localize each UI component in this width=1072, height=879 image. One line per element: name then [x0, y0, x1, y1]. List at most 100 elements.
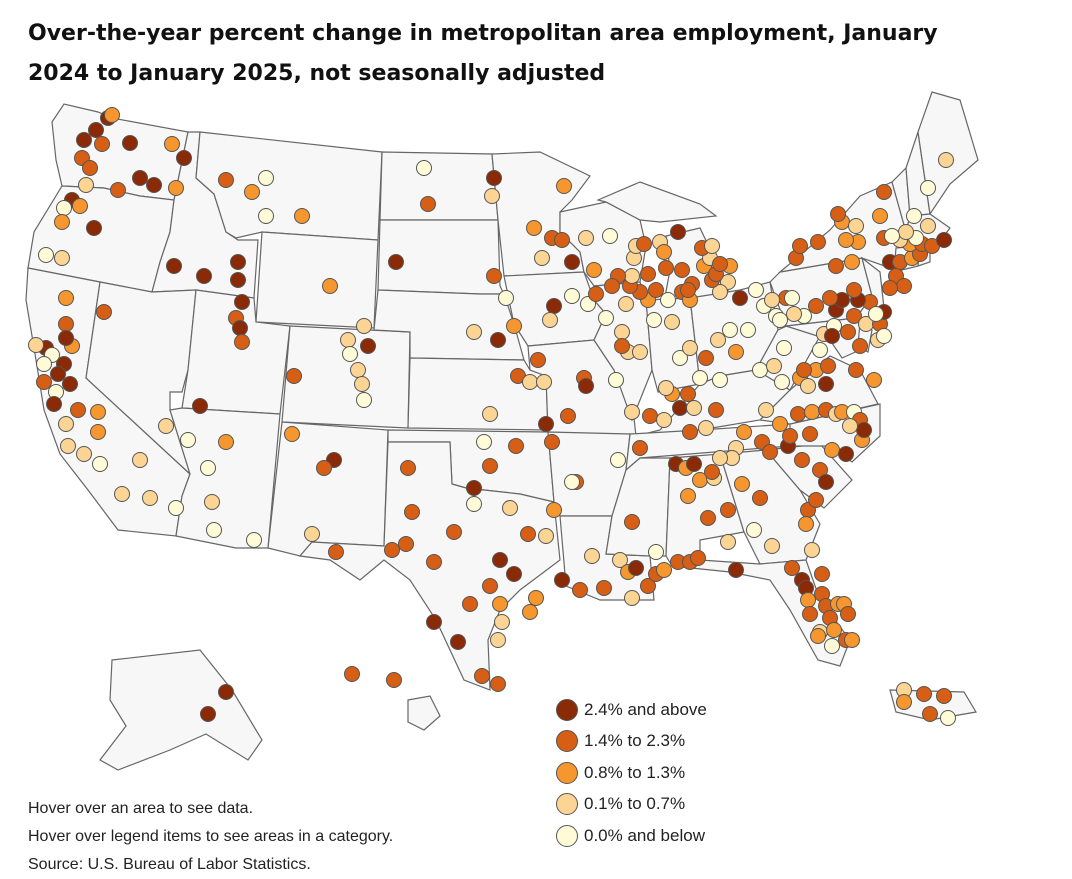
metro-area-marker-1-4-to-2-3[interactable] — [840, 606, 856, 622]
metro-area-marker-2-4-and-above[interactable] — [564, 254, 580, 270]
metro-area-marker-0-1-to-0-7[interactable] — [764, 538, 780, 554]
metro-area-marker-0-8-to-1-3[interactable] — [680, 488, 696, 504]
metro-area-marker-0-1-to-0-7[interactable] — [618, 296, 634, 312]
metro-area-marker-0-0-and-below[interactable] — [776, 340, 792, 356]
legend-item-0-0-and-below[interactable]: 0.0% and below — [556, 820, 707, 852]
metro-area-marker-2-4-and-above[interactable] — [732, 290, 748, 306]
metro-area-marker-0-0-and-below[interactable] — [608, 372, 624, 388]
metro-area-marker-0-0-and-below[interactable] — [940, 710, 956, 726]
metro-area-marker-1-4-to-2-3[interactable] — [790, 406, 806, 422]
metro-area-marker-0-0-and-below[interactable] — [206, 522, 222, 538]
metro-area-marker-1-4-to-2-3[interactable] — [658, 260, 674, 276]
metro-area-marker-0-0-and-below[interactable] — [180, 432, 196, 448]
metro-area-marker-1-4-to-2-3[interactable] — [70, 402, 86, 418]
metro-area-marker-2-4-and-above[interactable] — [686, 456, 702, 472]
metro-area-marker-0-1-to-0-7[interactable] — [758, 402, 774, 418]
metro-area-marker-1-4-to-2-3[interactable] — [802, 426, 818, 442]
metro-area-marker-0-8-to-1-3[interactable] — [824, 442, 840, 458]
metro-area-marker-0-0-and-below[interactable] — [598, 310, 614, 326]
metro-area-marker-1-4-to-2-3[interactable] — [490, 676, 506, 692]
metro-area-marker-0-1-to-0-7[interactable] — [58, 416, 74, 432]
metro-area-marker-1-4-to-2-3[interactable] — [520, 526, 536, 542]
metro-area-marker-0-1-to-0-7[interactable] — [356, 318, 372, 334]
metro-area-marker-2-4-and-above[interactable] — [58, 330, 74, 346]
metro-area-marker-2-4-and-above[interactable] — [818, 376, 834, 392]
metro-area-marker-2-4-and-above[interactable] — [132, 170, 148, 186]
metro-area-marker-1-4-to-2-3[interactable] — [700, 510, 716, 526]
metro-area-marker-0-1-to-0-7[interactable] — [664, 314, 680, 330]
metro-area-marker-1-4-to-2-3[interactable] — [642, 408, 658, 424]
metro-area-marker-0-1-to-0-7[interactable] — [658, 380, 674, 396]
metro-area-marker-2-4-and-above[interactable] — [146, 177, 162, 193]
metro-area-marker-0-1-to-0-7[interactable] — [848, 218, 864, 234]
metro-area-marker-1-4-to-2-3[interactable] — [474, 668, 490, 684]
metro-area-marker-2-4-and-above[interactable] — [166, 258, 182, 274]
metro-area-marker-0-8-to-1-3[interactable] — [58, 290, 74, 306]
metro-area-marker-0-8-to-1-3[interactable] — [586, 262, 602, 278]
metro-area-marker-1-4-to-2-3[interactable] — [690, 550, 706, 566]
metro-area-marker-2-4-and-above[interactable] — [546, 298, 562, 314]
metro-area-marker-2-4-and-above[interactable] — [200, 706, 216, 722]
metro-area-marker-0-8-to-1-3[interactable] — [734, 476, 750, 492]
metro-area-marker-0-8-to-1-3[interactable] — [798, 516, 814, 532]
metro-area-marker-1-4-to-2-3[interactable] — [560, 408, 576, 424]
metro-area-marker-0-8-to-1-3[interactable] — [492, 596, 508, 612]
metro-area-marker-0-8-to-1-3[interactable] — [506, 318, 522, 334]
metro-area-marker-2-4-and-above[interactable] — [230, 254, 246, 270]
metro-area-marker-0-0-and-below[interactable] — [906, 208, 922, 224]
metro-area-marker-0-8-to-1-3[interactable] — [656, 244, 672, 260]
metro-area-marker-0-0-and-below[interactable] — [466, 496, 482, 512]
metro-area-marker-0-1-to-0-7[interactable] — [538, 528, 554, 544]
metro-area-marker-1-4-to-2-3[interactable] — [486, 268, 502, 284]
metro-area-marker-0-0-and-below[interactable] — [258, 208, 274, 224]
metro-area-marker-2-4-and-above[interactable] — [486, 170, 502, 186]
metro-area-marker-1-4-to-2-3[interactable] — [604, 278, 620, 294]
metro-area-marker-0-0-and-below[interactable] — [498, 290, 514, 306]
metro-area-marker-0-1-to-0-7[interactable] — [804, 542, 820, 558]
metro-area-marker-2-4-and-above[interactable] — [46, 396, 62, 412]
metro-area-marker-2-4-and-above[interactable] — [856, 422, 872, 438]
metro-area-marker-1-4-to-2-3[interactable] — [810, 234, 826, 250]
metro-area-marker-0-8-to-1-3[interactable] — [736, 424, 752, 440]
metro-area-marker-0-0-and-below[interactable] — [660, 292, 676, 308]
metro-area-marker-2-4-and-above[interactable] — [728, 562, 744, 578]
metro-area-marker-1-4-to-2-3[interactable] — [94, 136, 110, 152]
metro-area-marker-0-1-to-0-7[interactable] — [354, 376, 370, 392]
metro-area-marker-2-4-and-above[interactable] — [426, 614, 442, 630]
metro-area-marker-0-8-to-1-3[interactable] — [244, 184, 260, 200]
metro-area-marker-0-1-to-0-7[interactable] — [764, 292, 780, 308]
metro-area-marker-2-4-and-above[interactable] — [578, 378, 594, 394]
metro-area-marker-0-0-and-below[interactable] — [920, 180, 936, 196]
metro-area-marker-1-4-to-2-3[interactable] — [762, 444, 778, 460]
metro-area-marker-0-1-to-0-7[interactable] — [800, 378, 816, 394]
metro-area-marker-1-4-to-2-3[interactable] — [632, 440, 648, 456]
metro-area-marker-0-0-and-below[interactable] — [342, 346, 358, 362]
metro-area-marker-0-8-to-1-3[interactable] — [90, 424, 106, 440]
metro-area-marker-0-1-to-0-7[interactable] — [766, 358, 782, 374]
metro-area-marker-1-4-to-2-3[interactable] — [822, 290, 838, 306]
metro-area-marker-0-8-to-1-3[interactable] — [284, 426, 300, 442]
metro-area-marker-0-0-and-below[interactable] — [722, 322, 738, 338]
metro-area-marker-1-4-to-2-3[interactable] — [792, 238, 808, 254]
metro-area-marker-0-8-to-1-3[interactable] — [72, 198, 88, 214]
metro-area-marker-0-1-to-0-7[interactable] — [536, 374, 552, 390]
metro-area-marker-1-4-to-2-3[interactable] — [814, 566, 830, 582]
metro-area-marker-1-4-to-2-3[interactable] — [636, 236, 652, 252]
metro-area-marker-2-4-and-above[interactable] — [230, 272, 246, 288]
metro-area-marker-0-0-and-below[interactable] — [784, 290, 800, 306]
metro-area-marker-2-4-and-above[interactable] — [234, 294, 250, 310]
metro-area-marker-0-1-to-0-7[interactable] — [484, 188, 500, 204]
metro-area-marker-0-1-to-0-7[interactable] — [54, 250, 70, 266]
metro-area-marker-1-4-to-2-3[interactable] — [830, 206, 846, 222]
metro-area-marker-2-4-and-above[interactable] — [196, 268, 212, 284]
metro-area-marker-0-0-and-below[interactable] — [672, 350, 688, 366]
metro-area-marker-0-1-to-0-7[interactable] — [534, 250, 550, 266]
legend-item-0-8-to-1-3[interactable]: 0.8% to 1.3% — [556, 757, 707, 789]
metro-area-marker-1-4-to-2-3[interactable] — [572, 582, 588, 598]
metro-area-marker-0-0-and-below[interactable] — [246, 532, 262, 548]
metro-area-marker-2-4-and-above[interactable] — [388, 254, 404, 270]
metro-area-marker-1-4-to-2-3[interactable] — [708, 402, 724, 418]
metro-area-marker-2-4-and-above[interactable] — [838, 446, 854, 462]
metro-area-marker-1-4-to-2-3[interactable] — [820, 358, 836, 374]
metro-area-marker-1-4-to-2-3[interactable] — [848, 362, 864, 378]
